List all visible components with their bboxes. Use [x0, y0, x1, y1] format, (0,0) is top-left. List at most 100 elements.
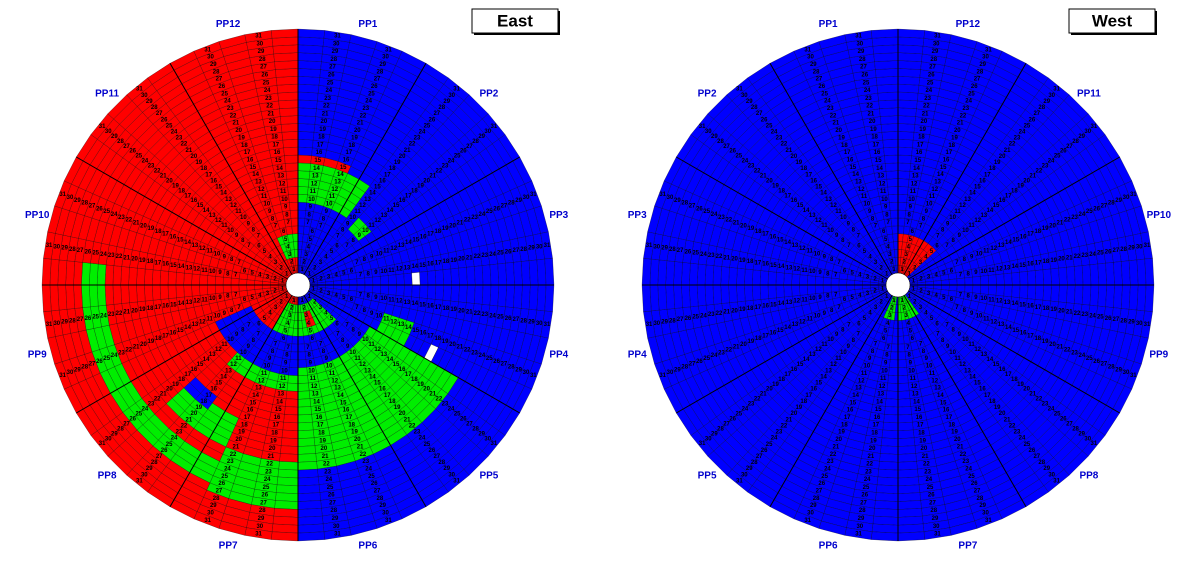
ring-number: 26: [161, 448, 168, 454]
cell: [720, 284, 730, 304]
cell: [41, 284, 52, 312]
cell: [283, 414, 299, 424]
ring-number: 27: [513, 248, 520, 254]
ring-number: 28: [151, 460, 158, 466]
ring-number: 15: [314, 158, 321, 164]
cell: [104, 284, 114, 306]
cell: [183, 284, 193, 298]
ring-number: 15: [974, 381, 981, 387]
cell: [822, 284, 832, 293]
ring-number: 26: [493, 206, 500, 212]
ring-number: 18: [443, 306, 450, 312]
ring-number: 16: [1027, 304, 1034, 310]
ring-number: 22: [716, 311, 723, 317]
ring-number: 15: [875, 407, 882, 413]
ring-number: 24: [171, 436, 178, 442]
ring-number: 10: [281, 197, 288, 203]
ring-number: 10: [814, 251, 821, 257]
ring-number: 12: [390, 319, 397, 325]
cell: [1136, 284, 1147, 312]
ring-number: 15: [170, 302, 177, 308]
ring-number: 19: [739, 258, 746, 264]
cell: [297, 328, 304, 337]
ring-number: 10: [227, 337, 234, 343]
cell: [897, 170, 911, 180]
cell: [152, 284, 161, 301]
ring-number: 15: [197, 362, 204, 368]
ring-number: 25: [1024, 123, 1031, 129]
ring-number: 31: [204, 518, 211, 524]
sector-label: PP10: [25, 210, 50, 221]
ring-number: 19: [394, 405, 401, 411]
cell: [450, 267, 460, 286]
ring-number: 29: [528, 246, 535, 252]
ring-number: 26: [261, 72, 268, 78]
ring-number: 30: [807, 511, 814, 517]
cell: [136, 267, 146, 286]
ring-number: 29: [210, 62, 217, 68]
ring-number: 24: [325, 88, 332, 94]
ring-number: 31: [453, 87, 460, 93]
cell: [297, 351, 306, 361]
ring-number: 24: [111, 212, 118, 218]
ring-number: 26: [218, 84, 225, 90]
ring-number: 13: [998, 322, 1005, 328]
ring-number: 31: [659, 192, 666, 198]
ring-number: 27: [1033, 111, 1040, 117]
cell: [297, 406, 312, 416]
cell: [297, 154, 312, 164]
cell: [897, 515, 924, 526]
ring-number: 11: [929, 194, 936, 200]
ring-number: 27: [974, 489, 981, 495]
ring-number: 14: [1005, 325, 1012, 331]
ring-number: 16: [943, 408, 950, 414]
ring-number: 26: [1029, 117, 1036, 123]
ring-number: 15: [275, 158, 282, 164]
ring-number: 22: [116, 254, 123, 260]
cell: [897, 76, 920, 86]
ring-number: 16: [274, 150, 281, 156]
ring-number: 21: [160, 392, 167, 398]
ring-number: 18: [178, 377, 185, 383]
ring-number: 23: [414, 136, 421, 142]
ring-number: 10: [908, 197, 915, 203]
cell: [521, 260, 531, 286]
cell: [297, 68, 321, 78]
ring-number: 29: [210, 503, 217, 509]
cell: [356, 277, 366, 286]
ring-number: 10: [214, 251, 221, 257]
ring-number: 15: [177, 237, 184, 243]
cell: [890, 217, 899, 227]
ring-number: 17: [345, 150, 352, 156]
ring-number: 12: [396, 267, 403, 273]
cell: [282, 139, 299, 148]
ring-number: 17: [155, 305, 162, 311]
ring-number: 25: [703, 356, 710, 362]
ring-number: 30: [982, 55, 989, 61]
ring-number: 24: [965, 99, 972, 105]
ring-number: 26: [218, 481, 225, 487]
ring-number: 19: [450, 258, 457, 264]
ring-number: 24: [711, 353, 718, 359]
cell: [403, 272, 413, 286]
ring-number: 23: [481, 253, 488, 259]
ring-number: 14: [778, 301, 785, 307]
ring-number: 24: [700, 313, 707, 319]
ring-number: 17: [1027, 232, 1034, 238]
ring-number: 30: [141, 472, 148, 478]
ring-number: 19: [838, 430, 845, 436]
cell: [775, 272, 785, 286]
cell: [287, 375, 299, 384]
ring-number: 27: [929, 65, 936, 71]
cell: [871, 531, 899, 542]
ring-number: 29: [515, 367, 522, 373]
ring-number: 31: [46, 322, 53, 328]
ring-number: 12: [199, 319, 206, 325]
ring-number: 13: [934, 180, 941, 186]
ring-number: 17: [162, 232, 169, 238]
cell: [297, 225, 305, 235]
cell: [871, 523, 899, 534]
ring-number: 22: [725, 218, 732, 224]
ring-number: 10: [881, 368, 888, 374]
cell: [689, 263, 699, 286]
